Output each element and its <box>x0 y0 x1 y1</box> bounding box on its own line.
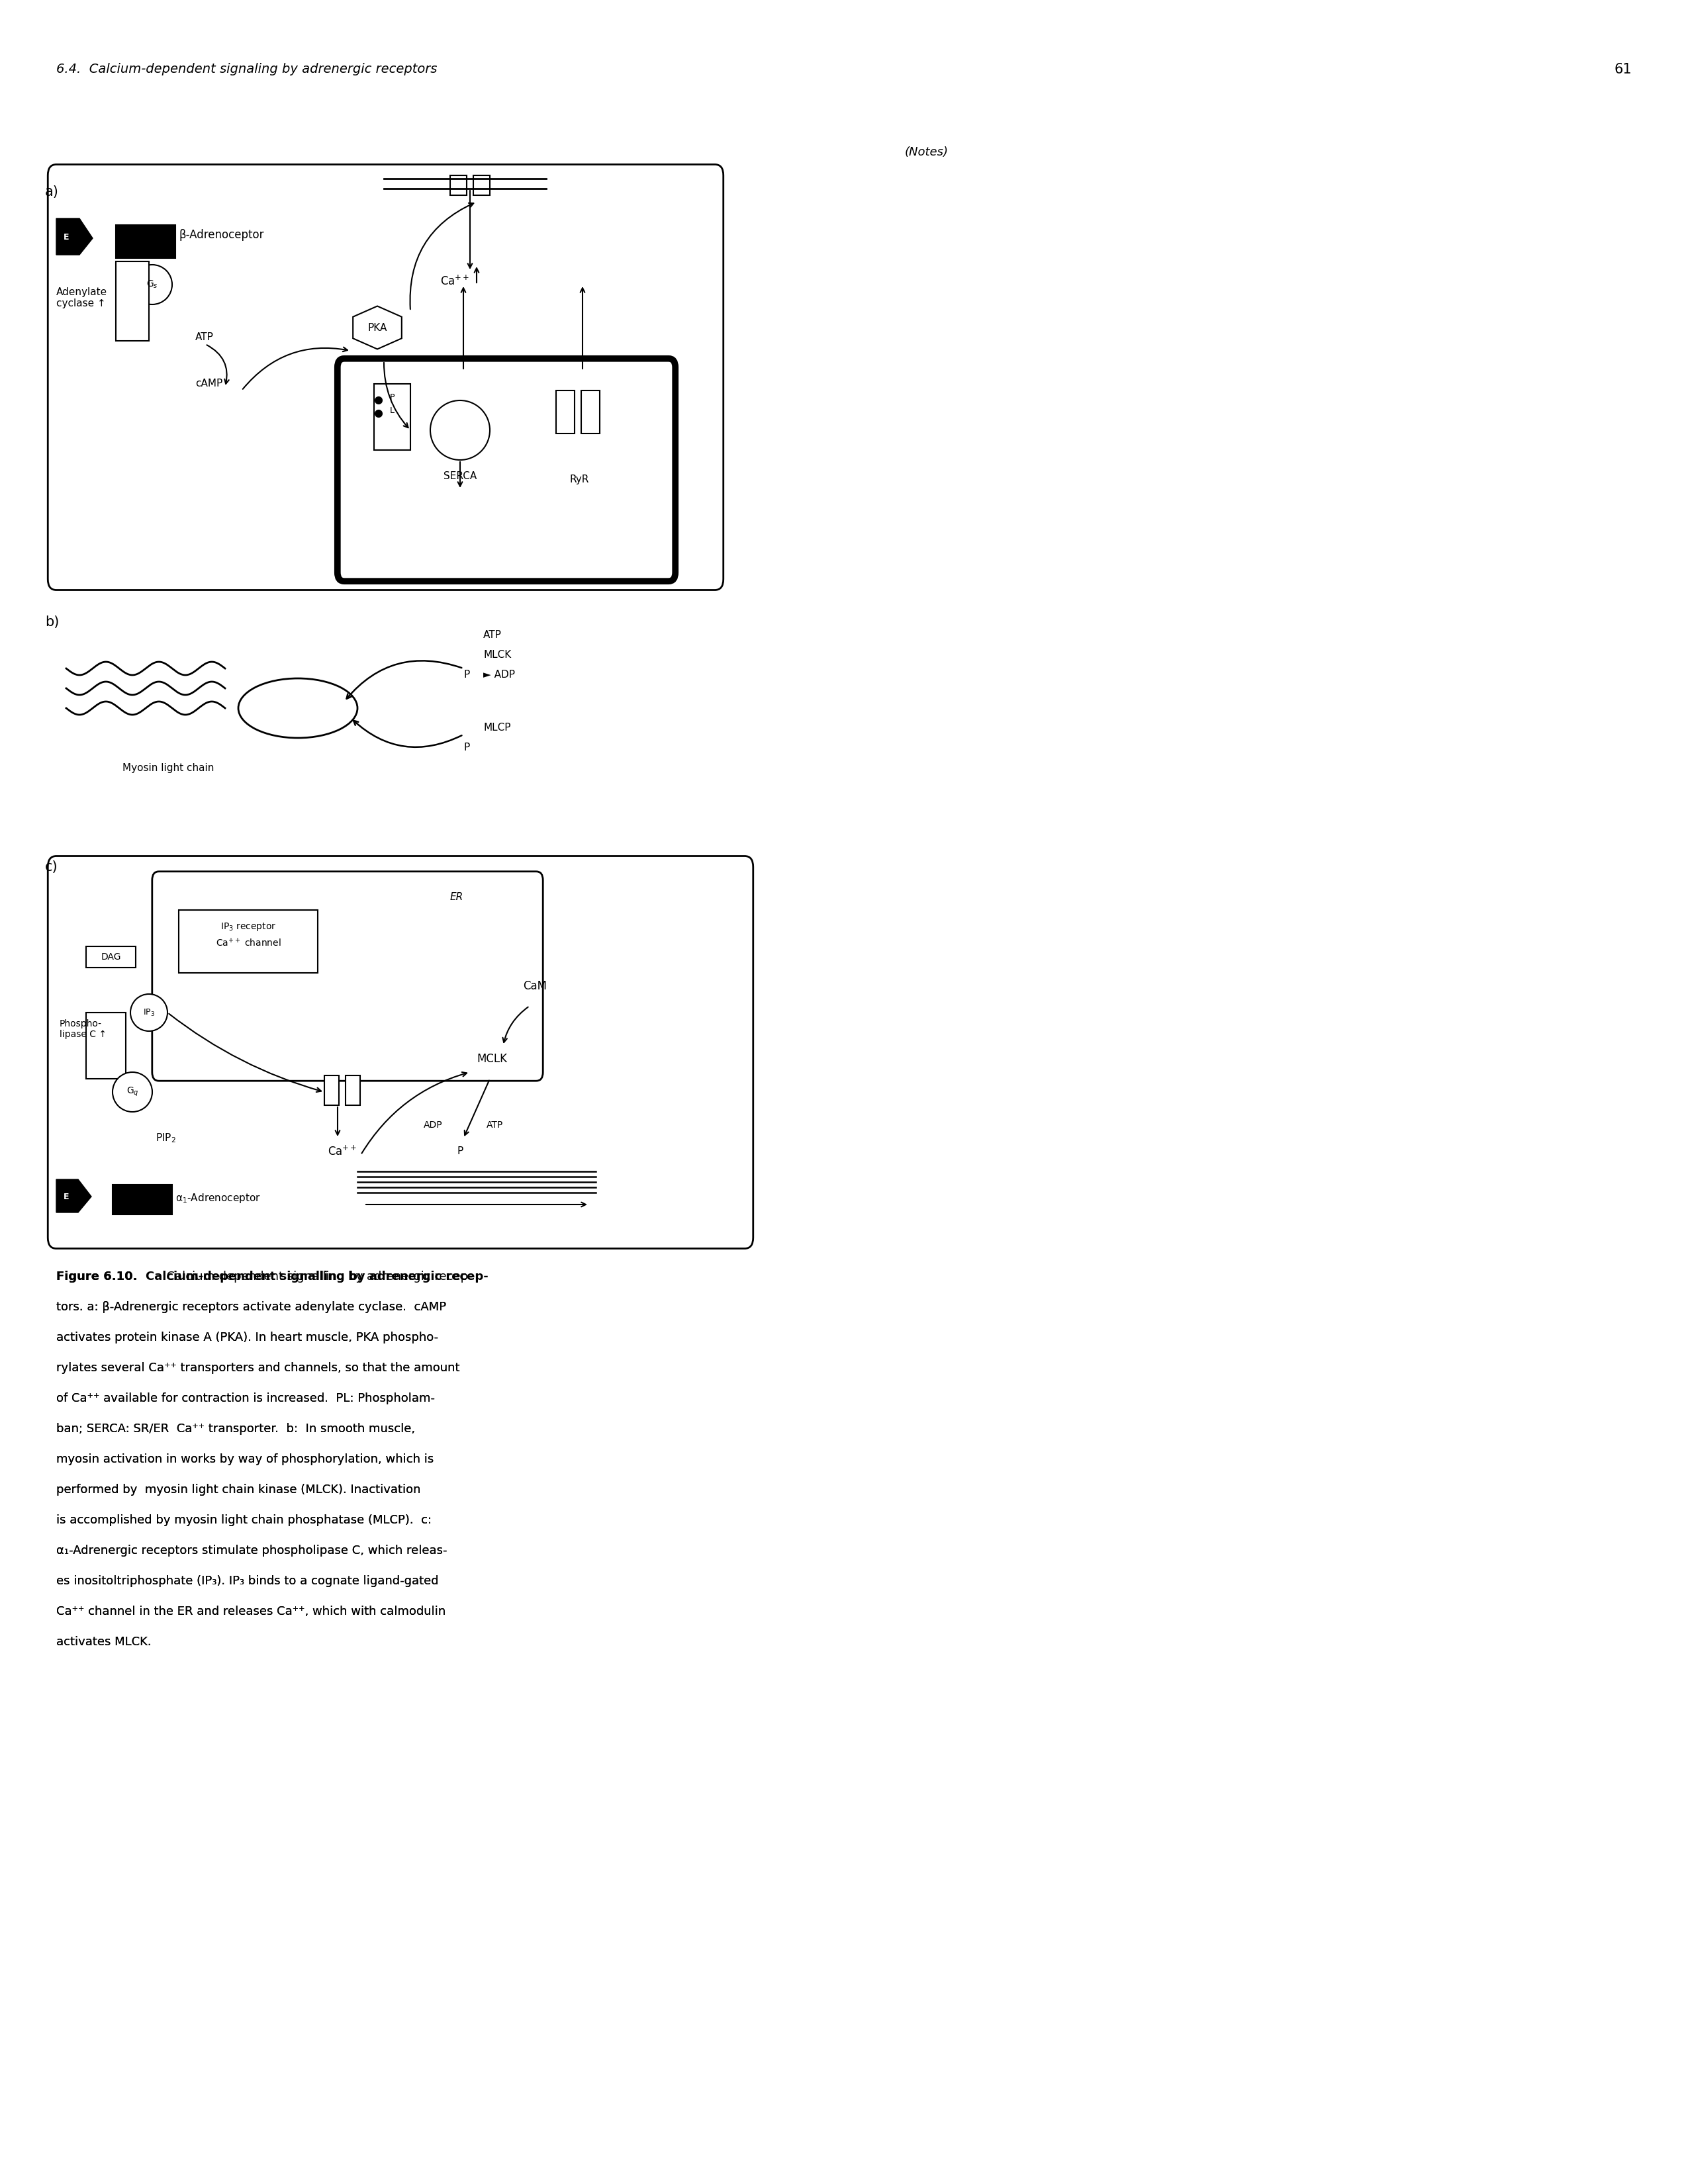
Text: IP$_3$ receptor: IP$_3$ receptor <box>219 922 277 933</box>
Text: activates protein kinase A (PKA). In heart muscle, PKA phospho-: activates protein kinase A (PKA). In hea… <box>56 1332 439 1343</box>
Text: P: P <box>457 1147 463 1158</box>
Text: ATP: ATP <box>196 332 214 343</box>
Text: 6.4.  Calcium-dependent signaling by adrenergic receptors: 6.4. Calcium-dependent signaling by adre… <box>56 63 437 76</box>
Bar <box>581 391 599 432</box>
Bar <box>473 175 490 194</box>
Text: of Ca⁺⁺ available for contraction is increased.  PL: Phospholam-: of Ca⁺⁺ available for contraction is inc… <box>56 1393 436 1404</box>
Text: Myosin light chain: Myosin light chain <box>123 762 214 773</box>
Text: ADP: ADP <box>424 1120 442 1129</box>
Text: Figure 6.10.: Figure 6.10. <box>56 1271 137 1282</box>
Text: Ca$^{++}$ channel: Ca$^{++}$ channel <box>216 937 280 948</box>
Text: G$_q$: G$_q$ <box>127 1085 138 1099</box>
Text: G$_s$: G$_s$ <box>147 280 159 290</box>
Bar <box>346 1075 360 1105</box>
Ellipse shape <box>238 679 358 738</box>
Text: es inositoltriphosphate (IP₃). IP₃ binds to a cognate ligand-gated: es inositoltriphosphate (IP₃). IP₃ binds… <box>56 1575 439 1588</box>
Text: DAG: DAG <box>101 952 122 961</box>
Bar <box>113 1184 172 1214</box>
Text: Ca⁺⁺ channel in the ER and releases Ca⁺⁺, which with calmodulin: Ca⁺⁺ channel in the ER and releases Ca⁺⁺… <box>56 1605 446 1618</box>
Ellipse shape <box>130 994 167 1031</box>
Text: IP$_3$: IP$_3$ <box>143 1007 155 1018</box>
Text: ban; SERCA: SR/ER  Ca⁺⁺ transporter.  b:  In smooth muscle,: ban; SERCA: SR/ER Ca⁺⁺ transporter. b: I… <box>56 1424 415 1435</box>
Text: es inositoltriphosphate (IP₃). IP₃ binds to a cognate ligand-gated: es inositoltriphosphate (IP₃). IP₃ binds… <box>56 1575 439 1588</box>
Text: Phospho-
lipase C ↑: Phospho- lipase C ↑ <box>59 1020 106 1040</box>
Text: MLCK: MLCK <box>483 651 511 660</box>
Text: rylates several Ca⁺⁺ transporters and channels, so that the amount: rylates several Ca⁺⁺ transporters and ch… <box>56 1363 459 1374</box>
FancyBboxPatch shape <box>47 856 753 1249</box>
Text: β-Adrenoceptor: β-Adrenoceptor <box>179 229 263 240</box>
Ellipse shape <box>375 411 381 417</box>
Bar <box>375 384 410 450</box>
Text: 61: 61 <box>1614 63 1632 76</box>
Text: ► ADP: ► ADP <box>483 670 515 679</box>
Text: Calcium-dependent signalling by adrenergic recep-: Calcium-dependent signalling by adrenerg… <box>159 1271 473 1282</box>
Text: CaM: CaM <box>523 981 547 992</box>
Text: activates protein kinase A (PKA). In heart muscle, PKA phospho-: activates protein kinase A (PKA). In hea… <box>56 1332 439 1343</box>
Text: MCLK: MCLK <box>476 1053 506 1066</box>
Text: tors. a: β-Adrenergic receptors activate adenylate cyclase.  cAMP: tors. a: β-Adrenergic receptors activate… <box>56 1302 446 1313</box>
Text: (Notes): (Notes) <box>905 146 949 157</box>
Bar <box>555 391 574 432</box>
Text: Ca⁺⁺ channel in the ER and releases Ca⁺⁺, which with calmodulin: Ca⁺⁺ channel in the ER and releases Ca⁺⁺… <box>56 1605 446 1618</box>
Polygon shape <box>353 306 402 349</box>
FancyBboxPatch shape <box>47 164 724 590</box>
Bar <box>179 911 317 972</box>
Text: ER: ER <box>451 891 464 902</box>
Text: PKA: PKA <box>368 323 387 332</box>
Text: α₁-Adrenergic receptors stimulate phospholipase C, which releas-: α₁-Adrenergic receptors stimulate phosph… <box>56 1544 447 1557</box>
Ellipse shape <box>132 264 172 304</box>
Text: ban; SERCA: SR/ER  Ca⁺⁺ transporter.  b:  In smooth muscle,: ban; SERCA: SR/ER Ca⁺⁺ transporter. b: I… <box>56 1424 415 1435</box>
Text: P: P <box>464 670 469 679</box>
Polygon shape <box>56 218 93 256</box>
Text: is accomplished by myosin light chain phosphatase (MLCP).  c:: is accomplished by myosin light chain ph… <box>56 1514 432 1527</box>
Text: RyR: RyR <box>569 474 589 485</box>
Bar <box>86 1013 127 1079</box>
Text: activates MLCK.: activates MLCK. <box>56 1636 152 1649</box>
Bar <box>324 1075 339 1105</box>
Text: ATP: ATP <box>483 631 501 640</box>
Ellipse shape <box>113 1072 152 1112</box>
Text: α$_1$-Adrenoceptor: α$_1$-Adrenoceptor <box>176 1192 260 1203</box>
Text: ATP: ATP <box>486 1120 503 1129</box>
Text: cAMP: cAMP <box>196 378 223 389</box>
Text: performed by  myosin light chain kinase (MLCK). Inactivation: performed by myosin light chain kinase (… <box>56 1483 420 1496</box>
Text: MLCP: MLCP <box>483 723 511 734</box>
Text: is accomplished by myosin light chain phosphatase (MLCP).  c:: is accomplished by myosin light chain ph… <box>56 1514 432 1527</box>
Text: b): b) <box>46 616 59 629</box>
Bar <box>116 225 176 258</box>
Text: E: E <box>64 1192 69 1201</box>
Text: myosin activation in works by way of phosphorylation, which is: myosin activation in works by way of pho… <box>56 1452 434 1465</box>
Text: Ca$^{++}$: Ca$^{++}$ <box>441 275 469 288</box>
FancyBboxPatch shape <box>338 358 675 581</box>
Text: rylates several Ca⁺⁺ transporters and channels, so that the amount: rylates several Ca⁺⁺ transporters and ch… <box>56 1363 459 1374</box>
Polygon shape <box>56 1179 91 1212</box>
Text: myosin activation in works by way of phosphorylation, which is: myosin activation in works by way of pho… <box>56 1452 434 1465</box>
Text: P: P <box>390 393 395 402</box>
Text: E: E <box>64 234 69 240</box>
Text: activates MLCK.: activates MLCK. <box>56 1636 152 1649</box>
Text: of Ca⁺⁺ available for contraction is increased.  PL: Phospholam-: of Ca⁺⁺ available for contraction is inc… <box>56 1393 436 1404</box>
Text: Ca$^{++}$: Ca$^{++}$ <box>327 1144 358 1158</box>
Text: Figure 6.10.  Calcium-dependent signalling by adrenergic recep-: Figure 6.10. Calcium-dependent signallin… <box>56 1271 488 1282</box>
Text: P: P <box>464 743 469 753</box>
Text: performed by  myosin light chain kinase (MLCK). Inactivation: performed by myosin light chain kinase (… <box>56 1483 420 1496</box>
Text: α₁-Adrenergic receptors stimulate phospholipase C, which releas-: α₁-Adrenergic receptors stimulate phosph… <box>56 1544 447 1557</box>
Ellipse shape <box>375 397 381 404</box>
FancyBboxPatch shape <box>152 871 544 1081</box>
Text: L: L <box>390 406 395 415</box>
Bar <box>86 946 135 968</box>
Ellipse shape <box>430 400 490 461</box>
Bar <box>451 175 466 194</box>
Bar <box>116 262 149 341</box>
Text: a): a) <box>46 186 59 199</box>
Text: Adenylate
cyclase ↑: Adenylate cyclase ↑ <box>56 286 108 308</box>
Text: c): c) <box>46 860 57 874</box>
Text: PIP$_2$: PIP$_2$ <box>155 1131 176 1144</box>
Text: SERCA: SERCA <box>444 472 476 480</box>
Text: tors. a: β-Adrenergic receptors activate adenylate cyclase.  cAMP: tors. a: β-Adrenergic receptors activate… <box>56 1302 446 1313</box>
